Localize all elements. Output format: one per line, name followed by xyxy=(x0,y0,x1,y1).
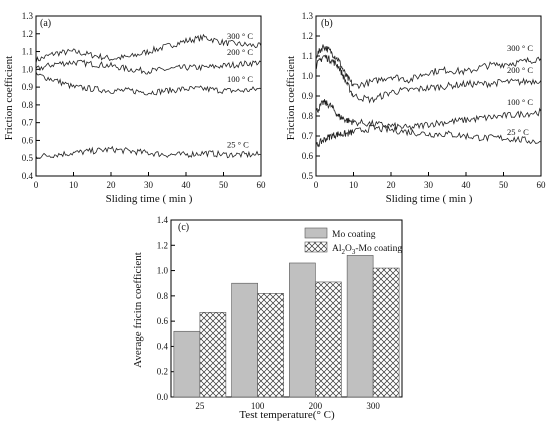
panel-c-xlabel: Test temperature(° C) xyxy=(239,409,335,421)
series-label: 25 ° C xyxy=(507,127,529,137)
y-tick-label: 0.9 xyxy=(22,82,34,92)
x-tick-label: 50 xyxy=(499,180,509,190)
panel-b: (b) Friction coefficient Sliding time ( … xyxy=(285,11,546,205)
bar-al2o3-mo-coating xyxy=(315,281,342,398)
panel-c-ylabel: Average fricitn coefficient xyxy=(132,252,144,368)
y-tick-label: 1.0 xyxy=(22,64,34,74)
x-tick-label: 0 xyxy=(314,180,319,190)
series-line xyxy=(315,99,542,132)
legend-swatch xyxy=(304,227,328,239)
y-tick-label: 1.0 xyxy=(302,71,314,81)
y-tick-label: 0.8 xyxy=(157,291,169,301)
series-label: 200 ° C xyxy=(507,65,533,75)
x-tick-label: 25 xyxy=(195,401,205,411)
series-label: 300 ° C xyxy=(227,31,253,41)
panel-a-ylabel: Friction coefficient xyxy=(3,56,15,140)
y-tick-label: 0.4 xyxy=(22,171,34,181)
x-tick-label: 20 xyxy=(107,180,117,190)
x-tick-label: 0 xyxy=(34,180,39,190)
x-tick-label: 40 xyxy=(462,180,472,190)
legend-label: Mo coating xyxy=(332,230,376,240)
bar-mo-coating xyxy=(346,255,374,398)
x-tick-label: 40 xyxy=(182,180,192,190)
x-tick-label: 20 xyxy=(387,180,397,190)
x-tick-label: 100 xyxy=(251,401,265,411)
series-label: 100 ° C xyxy=(227,74,253,84)
series-line xyxy=(35,145,262,159)
series-line xyxy=(35,71,262,96)
bar-al2o3-mo-coating xyxy=(372,267,400,398)
y-tick-label: 0.6 xyxy=(157,316,169,326)
y-tick-label: 0.5 xyxy=(22,153,34,163)
legend-swatch xyxy=(304,241,328,253)
bar-mo-coating xyxy=(231,282,258,398)
y-tick-label: 1.2 xyxy=(157,240,168,250)
bar-mo-coating xyxy=(173,330,201,398)
series-line xyxy=(35,33,262,64)
plot-frame xyxy=(170,219,403,398)
y-tick-label: 1.3 xyxy=(302,11,314,21)
bar-mo-coating xyxy=(289,262,316,398)
y-tick-label: 0.8 xyxy=(22,100,34,110)
panel-b-xlabel: Sliding time ( min ) xyxy=(386,193,473,205)
plot-frame xyxy=(315,15,542,177)
panel-c: (c) Average fricitn coefficient Test tem… xyxy=(132,215,403,421)
series-label: 200 ° C xyxy=(227,47,253,57)
x-tick-label: 60 xyxy=(257,180,267,190)
y-tick-label: 0.8 xyxy=(302,111,314,121)
panel-a-xlabel: Sliding time ( min ) xyxy=(106,193,193,205)
series-label: 100 ° C xyxy=(507,97,533,107)
series-line xyxy=(35,59,262,75)
panel-c-legend: Mo coating Al2O3-Mo coating xyxy=(304,227,402,256)
panel-b-ylabel: Friction coefficient xyxy=(285,56,297,140)
x-tick-label: 60 xyxy=(537,180,547,190)
x-tick-label: 50 xyxy=(219,180,229,190)
y-tick-label: 1.1 xyxy=(22,47,33,57)
y-tick-label: 0.7 xyxy=(302,131,314,141)
y-tick-label: 1.2 xyxy=(302,31,313,41)
series-label: 25 ° C xyxy=(227,140,249,150)
x-tick-label: 200 xyxy=(309,401,323,411)
series-line xyxy=(315,44,542,90)
panel-c-label: (c) xyxy=(178,222,189,233)
y-tick-label: 0.5 xyxy=(302,171,314,181)
x-tick-label: 300 xyxy=(366,401,380,411)
panel-a: (a) Friction coefficient Sliding time ( … xyxy=(3,11,266,205)
y-tick-label: 0.4 xyxy=(157,341,169,351)
legend-label: Al2O3-Mo coating xyxy=(332,244,402,256)
y-tick-label: 1.3 xyxy=(22,11,34,21)
y-tick-label: 0.6 xyxy=(302,151,314,161)
y-tick-label: 0.2 xyxy=(157,367,168,377)
y-tick-label: 1.2 xyxy=(22,29,33,39)
y-tick-label: 1.1 xyxy=(302,51,313,61)
bar-al2o3-mo-coating xyxy=(199,311,227,398)
x-tick-label: 30 xyxy=(424,180,434,190)
y-tick-label: 1.0 xyxy=(157,266,169,276)
x-tick-label: 10 xyxy=(69,180,79,190)
series-line xyxy=(315,124,542,148)
y-tick-label: 0.6 xyxy=(22,135,34,145)
x-tick-label: 10 xyxy=(349,180,359,190)
bar-al2o3-mo-coating xyxy=(257,293,284,398)
series-line xyxy=(315,54,542,104)
x-tick-label: 30 xyxy=(144,180,154,190)
y-tick-label: 0.0 xyxy=(157,392,169,402)
y-tick-label: 0.7 xyxy=(22,118,34,128)
y-tick-label: 0.9 xyxy=(302,91,314,101)
panel-b-label: (b) xyxy=(321,18,333,29)
panel-a-label: (a) xyxy=(40,18,51,29)
series-label: 300 ° C xyxy=(507,43,533,53)
y-tick-label: 1.4 xyxy=(157,215,169,225)
